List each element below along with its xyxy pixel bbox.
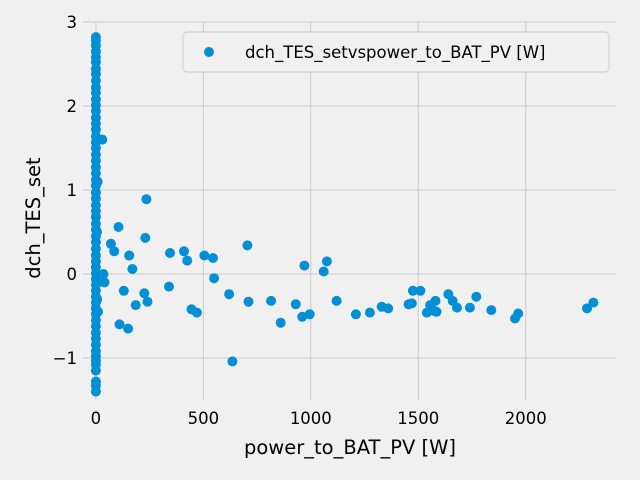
data-point: [142, 296, 153, 307]
legend-box: [182, 31, 610, 73]
data-point: [350, 309, 361, 320]
data-point: [464, 302, 475, 313]
data-point: [113, 222, 124, 232]
x-tick-label: 0: [91, 409, 102, 428]
data-points: [90, 32, 599, 397]
data-point: [275, 317, 286, 328]
data-point: [92, 227, 102, 237]
data-point: [165, 248, 175, 258]
data-point: [92, 294, 103, 305]
data-point: [191, 307, 202, 318]
data-point: [109, 246, 120, 257]
x-tick-label: 1000: [290, 409, 332, 428]
data-point: [588, 297, 599, 308]
data-point: [452, 302, 462, 313]
data-point: [318, 266, 329, 277]
data-point: [90, 386, 101, 397]
legend-marker: [204, 47, 214, 57]
legend-entry-label: dch_TES_setvspower_to_BAT_PV [W]: [245, 43, 545, 63]
data-point: [242, 240, 253, 251]
data-point: [582, 303, 592, 314]
data-point: [130, 300, 141, 311]
x-tick-label: 1500: [397, 409, 439, 428]
data-point: [99, 277, 110, 288]
data-point: [179, 246, 189, 257]
data-point: [486, 305, 497, 316]
data-point: [513, 308, 524, 319]
data-point: [98, 269, 109, 279]
data-point: [304, 309, 315, 320]
data-point: [182, 255, 193, 266]
data-point: [415, 285, 426, 296]
data-point: [127, 264, 138, 274]
data-point: [208, 253, 218, 263]
data-point: [430, 295, 441, 306]
data-point: [199, 250, 210, 261]
y-axis-label: dch_TES_set: [22, 157, 45, 279]
data-point: [92, 176, 103, 187]
grid-lines: [83, 21, 616, 400]
data-point: [209, 273, 220, 284]
data-point: [227, 356, 238, 367]
data-point: [114, 319, 125, 330]
data-point: [406, 298, 417, 309]
legend: dch_TES_setvspower_to_BAT_PV [W]: [182, 31, 610, 73]
y-tick-label: 3: [67, 13, 78, 32]
data-point: [331, 295, 342, 306]
data-point: [364, 307, 375, 318]
data-point: [124, 250, 135, 261]
data-point: [105, 238, 116, 249]
x-tick-label: 2000: [505, 409, 547, 428]
x-tick-label: 500: [188, 409, 220, 428]
data-point: [139, 288, 150, 299]
data-point: [118, 285, 129, 296]
y-tick-label: 2: [67, 97, 78, 116]
data-point: [421, 307, 432, 318]
data-point: [93, 306, 103, 317]
data-point: [266, 295, 277, 306]
plot-area: [83, 22, 616, 400]
data-point: [243, 296, 254, 307]
data-point: [431, 306, 442, 317]
data-point: [141, 194, 152, 205]
y-tick-label: 0: [67, 265, 78, 284]
data-point: [290, 299, 301, 310]
data-point: [140, 232, 151, 243]
data-point: [471, 291, 482, 302]
data-point: [90, 365, 101, 376]
y-tick-label: 1: [67, 181, 78, 200]
data-point: [383, 303, 394, 314]
data-point: [321, 256, 332, 267]
x-axis-label: power_to_BAT_PV [W]: [244, 436, 456, 459]
data-point: [123, 323, 134, 334]
tick-labels: 0 500 1000 1500 2000 −1 0 1 2 3: [53, 13, 547, 428]
data-point: [407, 285, 418, 296]
data-point: [299, 260, 310, 271]
data-point: [97, 134, 108, 145]
y-tick-label: −1: [53, 349, 77, 368]
data-point: [164, 281, 174, 292]
data-point: [224, 289, 235, 300]
